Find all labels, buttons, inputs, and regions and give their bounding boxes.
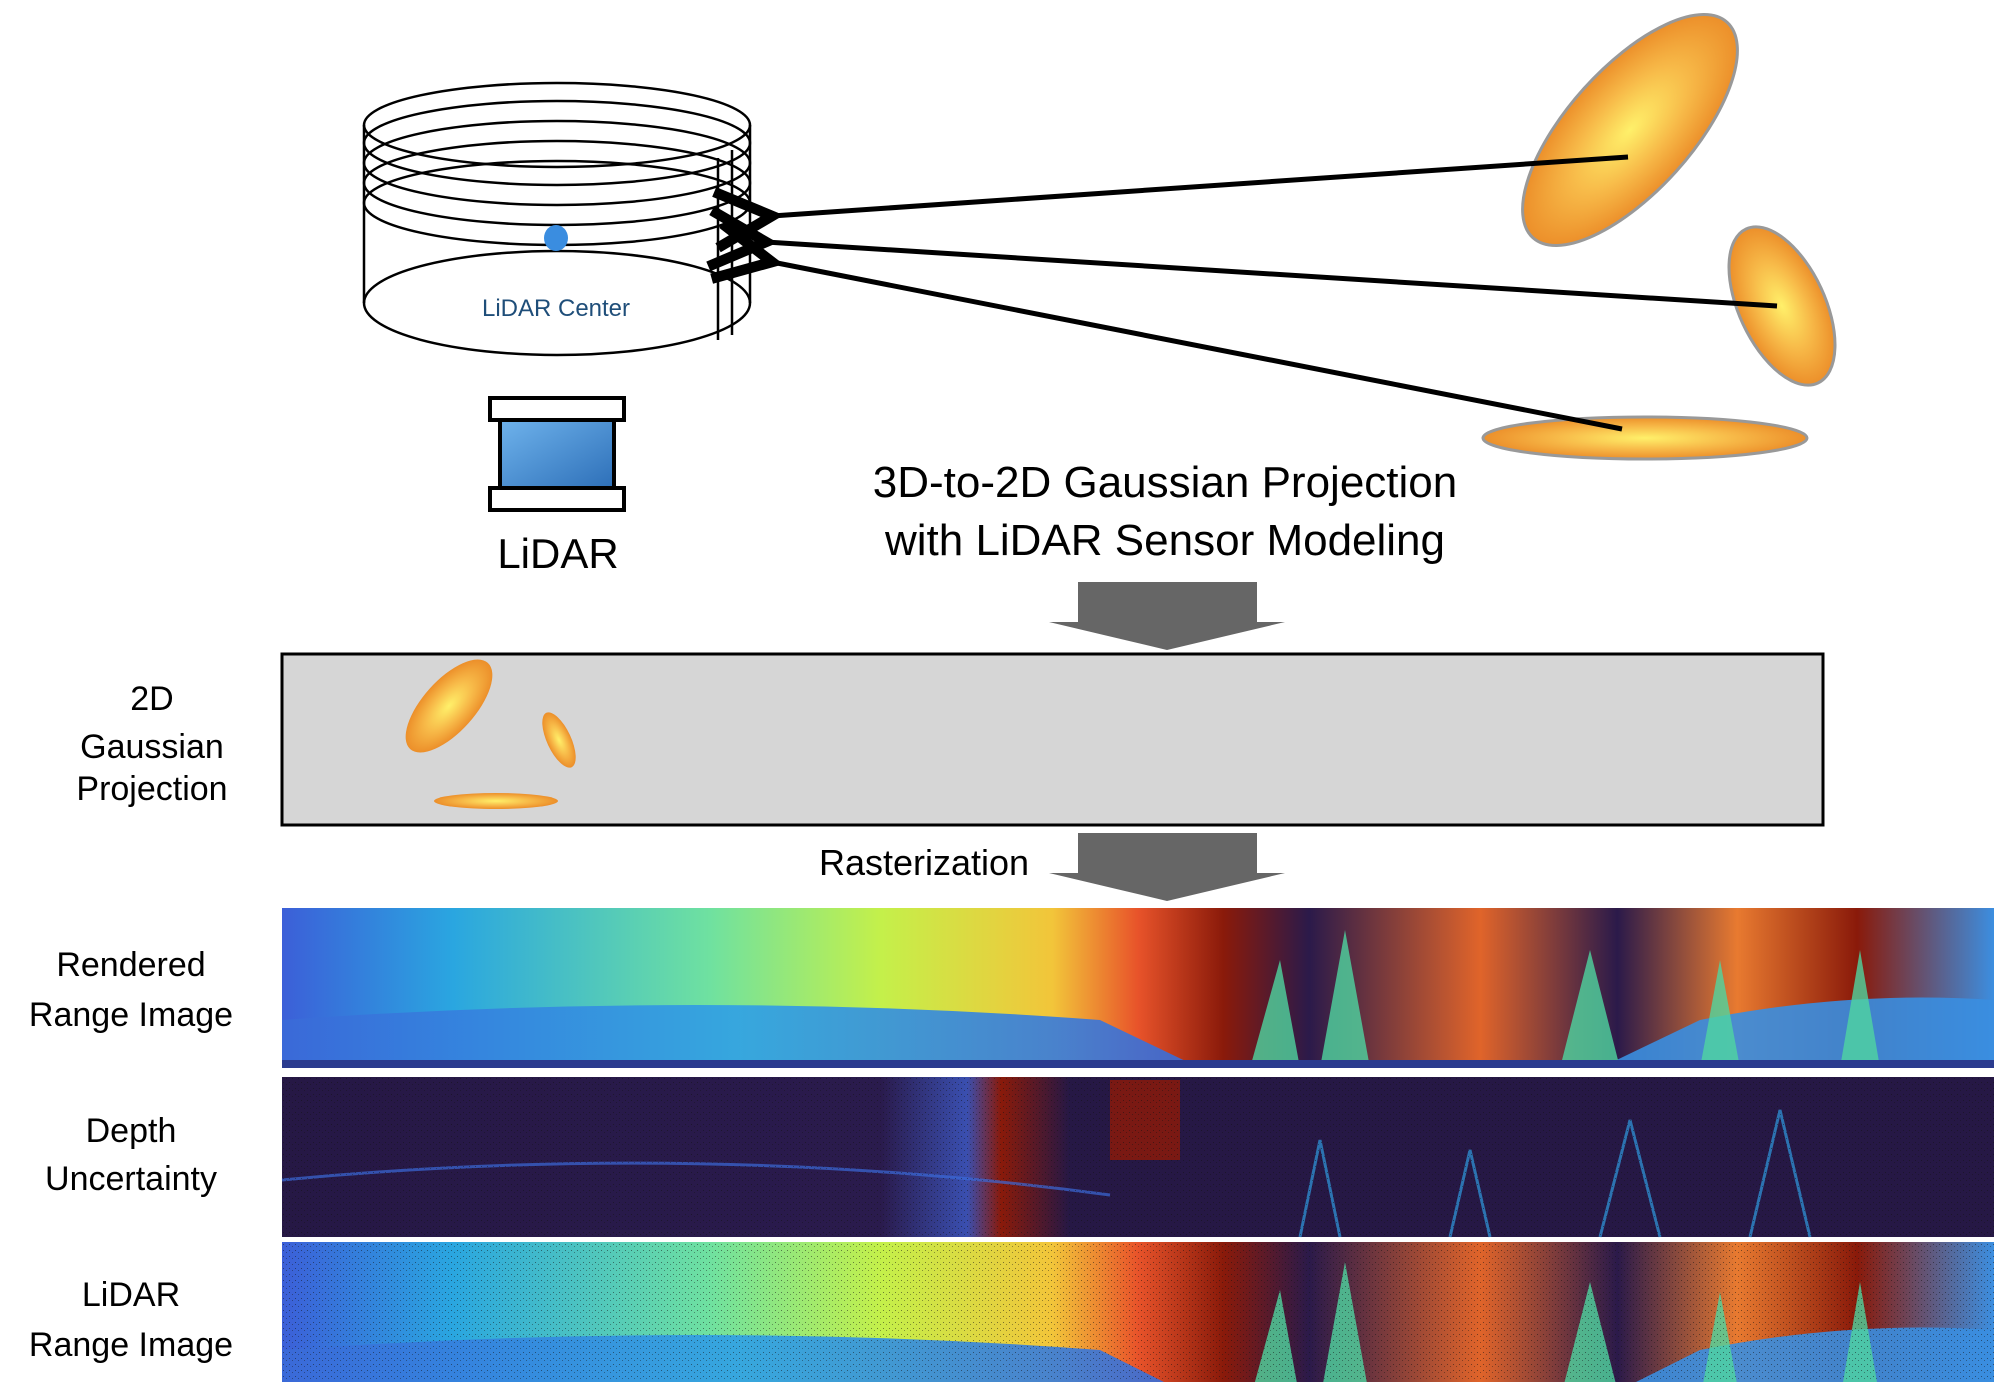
gaussian-3d-medium bbox=[1727, 225, 1837, 387]
lidar-range-label-2: Range Image bbox=[29, 1326, 233, 1364]
lidar-center-label: LiDAR Center bbox=[482, 295, 630, 322]
rendered-label-2: Range Image bbox=[29, 996, 233, 1034]
projection-row-label-2: Gaussian bbox=[80, 728, 224, 766]
lidar-center-dot bbox=[544, 225, 568, 251]
down-arrow-rasterization bbox=[1049, 833, 1285, 901]
projection-rays bbox=[766, 154, 1778, 432]
projection-title-line2: with LiDAR Sensor Modeling bbox=[884, 516, 1445, 565]
projection-title-line1: 3D-to-2D Gaussian Projection bbox=[873, 458, 1457, 507]
lidar-sensor-icon bbox=[488, 396, 626, 512]
gaussian-2d-flat bbox=[434, 793, 558, 809]
depth-uncertainty-image bbox=[281, 1077, 1994, 1238]
uncertainty-label-1: Depth bbox=[86, 1112, 177, 1150]
projection-row-label-3: Projection bbox=[76, 770, 227, 808]
gaussian-2d-large bbox=[405, 659, 493, 753]
gaussian-3d-large bbox=[1521, 13, 1739, 247]
projection-row-label-1: 2D bbox=[130, 680, 173, 718]
rasterization-label: Rasterization bbox=[819, 842, 1029, 883]
rendered-range-image bbox=[282, 908, 1994, 1068]
gaussian-3d-flat bbox=[1481, 415, 1809, 461]
lidar-range-label-1: LiDAR bbox=[82, 1276, 180, 1314]
lidar-label: LiDAR bbox=[497, 530, 618, 577]
lidar-range-image bbox=[282, 1242, 1994, 1382]
gaussian-2d-medium bbox=[542, 712, 576, 768]
rendered-label-1: Rendered bbox=[56, 946, 205, 984]
down-arrow-projection bbox=[1049, 582, 1285, 650]
uncertainty-label-2: Uncertainty bbox=[45, 1160, 217, 1198]
